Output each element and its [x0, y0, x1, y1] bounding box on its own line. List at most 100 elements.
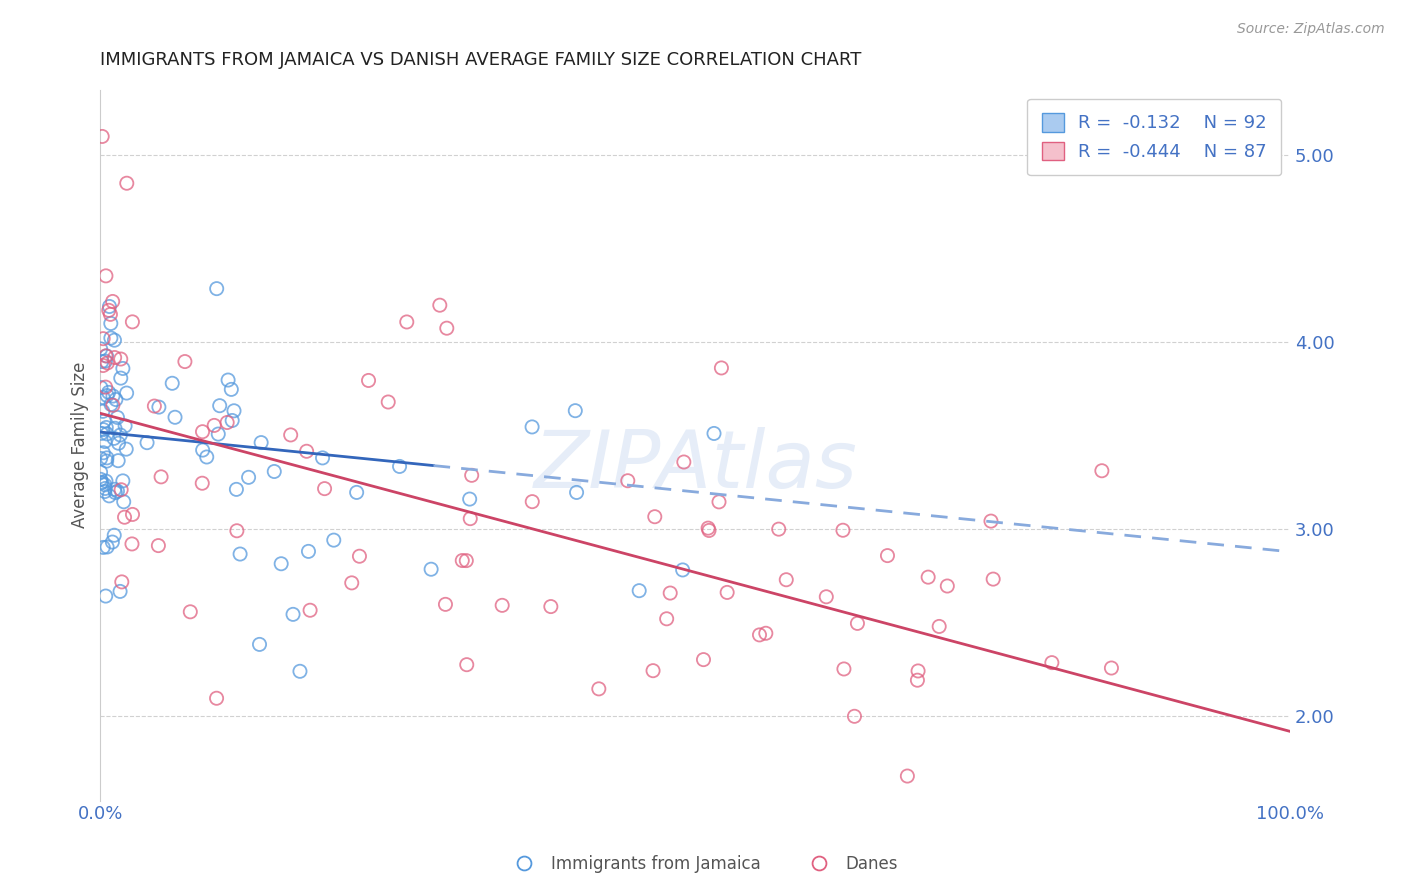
Point: [136, 435, 159, 450]
Point: [94, 484, 117, 499]
Point: [775, 573, 797, 587]
Point: [114, 510, 136, 524]
Point: [101, 389, 124, 403]
Point: [111, 474, 134, 488]
Point: [250, 435, 273, 450]
Point: [238, 470, 260, 484]
Point: [588, 681, 610, 696]
Point: [644, 509, 666, 524]
Point: [191, 425, 214, 439]
Point: [641, 664, 664, 678]
Point: [107, 410, 129, 425]
Point: [844, 709, 866, 723]
Point: [96, 420, 118, 434]
Point: [96, 540, 118, 554]
Point: [103, 431, 125, 445]
Text: Source: ZipAtlas.com: Source: ZipAtlas.com: [1237, 22, 1385, 37]
Point: [928, 619, 950, 633]
Point: [221, 383, 243, 397]
Point: [451, 553, 474, 567]
Point: [981, 572, 1004, 586]
Point: [207, 427, 229, 442]
Point: [110, 483, 132, 497]
Point: [112, 495, 135, 509]
Point: [388, 459, 411, 474]
Point: [907, 673, 929, 688]
Point: [202, 418, 225, 433]
Point: [1040, 656, 1063, 670]
Point: [458, 511, 481, 525]
Point: [150, 470, 173, 484]
Point: [221, 413, 243, 427]
Point: [565, 485, 588, 500]
Point: [225, 524, 247, 538]
Point: [748, 628, 770, 642]
Point: [458, 492, 481, 507]
Point: [96, 356, 118, 370]
Point: [876, 549, 898, 563]
Text: ZIPAtlas: ZIPAtlas: [533, 427, 858, 506]
Point: [100, 307, 122, 321]
Point: [628, 583, 651, 598]
Point: [97, 385, 120, 400]
Point: [115, 386, 138, 401]
Point: [434, 598, 457, 612]
Point: [191, 443, 214, 458]
Point: [270, 557, 292, 571]
Point: [460, 468, 482, 483]
Point: [90, 451, 112, 466]
Point: [100, 317, 122, 331]
Point: [107, 484, 129, 499]
Point: [672, 455, 695, 469]
Point: [94, 474, 117, 488]
Point: [522, 494, 544, 508]
Point: [90, 354, 112, 368]
Point: [101, 535, 124, 549]
Point: [179, 605, 201, 619]
Point: [174, 354, 197, 368]
Legend: Immigrants from Jamaica, Danes: Immigrants from Jamaica, Danes: [501, 848, 905, 880]
Point: [94, 482, 117, 496]
Point: [148, 400, 170, 414]
Point: [217, 416, 239, 430]
Point: [349, 549, 371, 564]
Point: [217, 373, 239, 387]
Point: [703, 426, 725, 441]
Point: [710, 360, 733, 375]
Point: [96, 454, 118, 468]
Point: [456, 657, 478, 672]
Point: [111, 574, 134, 589]
Point: [917, 570, 939, 584]
Point: [707, 495, 730, 509]
Point: [832, 662, 855, 676]
Point: [103, 528, 125, 542]
Point: [90, 465, 112, 479]
Point: [121, 508, 143, 522]
Point: [716, 585, 738, 599]
Point: [101, 294, 124, 309]
Point: [94, 380, 117, 394]
Point: [91, 129, 114, 144]
Point: [1099, 661, 1122, 675]
Point: [896, 769, 918, 783]
Point: [91, 391, 114, 405]
Point: [91, 404, 114, 418]
Point: [91, 423, 114, 437]
Point: [98, 300, 121, 314]
Point: [94, 434, 117, 449]
Point: [907, 664, 929, 678]
Point: [104, 483, 127, 497]
Point: [322, 533, 344, 548]
Point: [346, 485, 368, 500]
Point: [655, 612, 678, 626]
Point: [429, 298, 451, 312]
Point: [208, 399, 231, 413]
Point: [91, 359, 114, 373]
Point: [90, 472, 112, 486]
Point: [91, 332, 114, 346]
Point: [94, 268, 117, 283]
Point: [91, 541, 114, 555]
Point: [420, 562, 443, 576]
Text: IMMIGRANTS FROM JAMAICA VS DANISH AVERAGE FAMILY SIZE CORRELATION CHART: IMMIGRANTS FROM JAMAICA VS DANISH AVERAG…: [100, 51, 862, 69]
Point: [991, 803, 1014, 817]
